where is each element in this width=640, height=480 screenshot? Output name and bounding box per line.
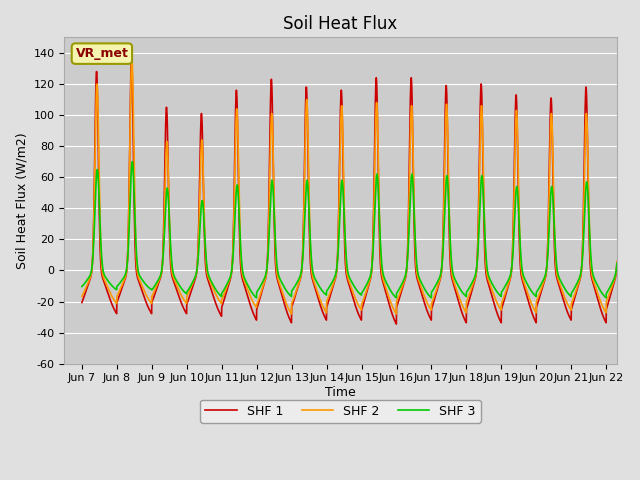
SHF 2: [287, 311, 295, 317]
SHF 3: [552, 255, 560, 261]
SHF 3: [129, 159, 136, 165]
SHF 2: [193, 269, 200, 275]
Title: Soil Heat Flux: Soil Heat Flux: [284, 15, 397, 33]
SHF 1: [193, 270, 200, 276]
SHF 1: [637, 320, 640, 325]
SHF 3: [78, 284, 86, 289]
SHF 1: [483, 275, 491, 280]
SHF 3: [483, 262, 491, 268]
Y-axis label: Soil Heat Flux (W/m2): Soil Heat Flux (W/m2): [15, 132, 28, 269]
Line: SHF 1: SHF 1: [82, 58, 640, 324]
SHF 2: [434, 284, 442, 290]
SHF 3: [637, 295, 640, 300]
SHF 2: [552, 263, 560, 268]
SHF 3: [253, 295, 260, 300]
SHF 3: [518, 268, 526, 274]
SHF 1: [392, 321, 400, 327]
SHF 1: [128, 55, 136, 60]
SHF 2: [631, 296, 639, 301]
SHF 3: [631, 288, 639, 293]
SHF 3: [434, 279, 442, 285]
SHF 2: [483, 269, 491, 275]
Legend: SHF 1, SHF 2, SHF 3: SHF 1, SHF 2, SHF 3: [200, 400, 481, 423]
SHF 3: [193, 269, 200, 275]
SHF 1: [518, 277, 526, 283]
Line: SHF 2: SHF 2: [82, 58, 640, 314]
X-axis label: Time: Time: [325, 386, 356, 399]
SHF 1: [631, 305, 639, 311]
SHF 1: [78, 300, 86, 305]
SHF 2: [518, 274, 526, 280]
SHF 2: [637, 307, 640, 313]
SHF 1: [434, 286, 442, 291]
Line: SHF 3: SHF 3: [82, 162, 640, 298]
Text: VR_met: VR_met: [76, 47, 129, 60]
SHF 2: [78, 293, 86, 299]
SHF 2: [128, 55, 136, 60]
SHF 1: [552, 270, 560, 276]
